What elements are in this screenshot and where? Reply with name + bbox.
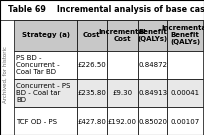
Text: Benefit
(QALYs): Benefit (QALYs) [137,29,168,42]
Bar [77,107,106,135]
Text: 0.84913: 0.84913 [138,90,167,96]
Text: Incremental
Benefit
(QALYs): Incremental Benefit (QALYs) [161,25,204,45]
Bar [77,79,106,107]
Bar [106,20,138,51]
Bar [106,79,138,107]
Text: Concurrent - PS
BD - Coal tar
BD: Concurrent - PS BD - Coal tar BD [16,83,70,103]
Text: Archived, for historic: Archived, for historic [3,46,8,103]
Text: Cost: Cost [83,32,101,38]
Bar [167,51,203,79]
Text: £9.30: £9.30 [112,90,132,96]
Bar [14,51,77,79]
Text: TCF OD - PS: TCF OD - PS [16,119,57,124]
Text: 0.85020: 0.85020 [138,119,167,124]
Text: £226.50: £226.50 [78,62,106,68]
Text: Strategy (a): Strategy (a) [22,32,70,38]
Text: 0.00107: 0.00107 [171,119,200,124]
Bar [77,20,106,51]
Text: PS BD -
Concurrent -
Coal Tar BD: PS BD - Concurrent - Coal Tar BD [16,55,60,75]
Bar [138,20,167,51]
Bar [167,79,203,107]
Bar [138,107,167,135]
Bar [14,20,77,51]
Bar [167,20,203,51]
Bar [106,107,138,135]
Bar [138,51,167,79]
Bar [14,79,77,107]
Text: 0.00041: 0.00041 [171,90,200,96]
Bar [106,51,138,79]
Bar [77,51,106,79]
Text: Incremental
Cost: Incremental Cost [99,29,146,42]
Text: £192.00: £192.00 [108,119,137,124]
Bar [167,107,203,135]
Bar [14,107,77,135]
Bar [138,79,167,107]
Text: 0.84872: 0.84872 [138,62,167,68]
Bar [0,0,204,20]
Text: £235.80: £235.80 [78,90,106,96]
Text: Table 69    Incremental analysis of base case results –: Table 69 Incremental analysis of base ca… [8,5,204,14]
Text: £427.80: £427.80 [78,119,106,124]
